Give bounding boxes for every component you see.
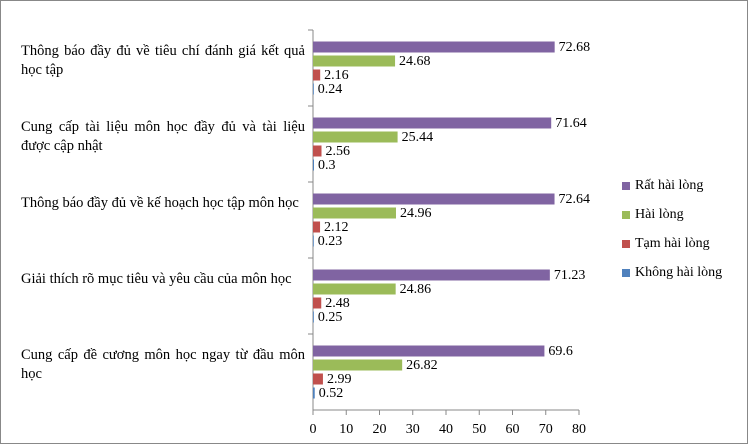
data-label: 69.6 <box>548 344 573 359</box>
data-label: 0.52 <box>319 386 344 401</box>
x-tick-label: 0 <box>310 422 317 437</box>
category-label: Thông báo đầy đủ về kế hoạch học tập môn… <box>21 195 299 211</box>
bar <box>313 373 323 385</box>
data-label: 0.3 <box>318 158 336 173</box>
legend-label: Không hài lòng <box>635 265 722 280</box>
category-label: Thông báo đầy đủ về tiêu chí đánh giá kế… <box>21 43 305 78</box>
data-label: 0.25 <box>318 310 343 325</box>
bar <box>313 83 314 95</box>
bar <box>313 55 396 67</box>
legend-swatch <box>622 240 630 248</box>
data-label: 24.96 <box>400 206 432 221</box>
x-tick-label: 20 <box>373 422 387 437</box>
bar <box>313 159 314 171</box>
data-label: 71.23 <box>554 268 586 283</box>
legend-swatch <box>622 269 630 277</box>
bar <box>313 145 322 157</box>
category-label: Cung cấp tài liệu môn học đầy đủ và tài … <box>21 119 305 154</box>
x-tick-label: 60 <box>506 422 520 437</box>
x-tick-label: 40 <box>439 422 453 437</box>
bar <box>313 359 403 371</box>
x-tick-label: 70 <box>539 422 553 437</box>
bar <box>313 131 398 143</box>
bar <box>313 69 321 81</box>
data-label: 0.24 <box>318 82 343 97</box>
data-label: 72.64 <box>559 192 591 207</box>
data-label: 26.82 <box>406 358 438 373</box>
legend-label: Tạm hài lòng <box>635 236 710 251</box>
data-label: 2.12 <box>324 220 349 235</box>
bar <box>313 221 321 233</box>
bar <box>313 235 314 247</box>
bar <box>313 117 552 129</box>
data-label: 2.16 <box>324 68 349 83</box>
data-label: 24.86 <box>400 282 432 297</box>
bar <box>313 387 315 399</box>
category-label: Cung cấp đề cương môn học ngay từ đầu mô… <box>21 347 305 382</box>
x-tick-label: 80 <box>572 422 586 437</box>
data-label: 24.68 <box>399 54 431 69</box>
x-tick-label: 30 <box>406 422 420 437</box>
legend-label: Rất hài lòng <box>635 178 703 193</box>
data-label: 25.44 <box>402 130 434 145</box>
data-label: 71.64 <box>555 116 587 131</box>
legend-swatch <box>622 182 630 190</box>
data-label: 2.99 <box>327 372 352 387</box>
data-label: 2.56 <box>326 144 351 159</box>
data-label: 72.68 <box>559 40 591 55</box>
bar <box>313 269 550 281</box>
bar <box>313 41 555 53</box>
bar <box>313 283 396 295</box>
bar <box>313 193 555 205</box>
x-tick-label: 50 <box>472 422 486 437</box>
bar <box>313 297 322 309</box>
x-tick-label: 10 <box>339 422 353 437</box>
data-label: 0.23 <box>318 234 343 249</box>
category-label: Giải thích rõ mục tiêu và yêu cầu của mô… <box>21 271 292 287</box>
legend-swatch <box>622 211 630 219</box>
bar <box>313 345 545 357</box>
data-label: 2.48 <box>325 296 350 311</box>
legend-label: Hài lòng <box>635 207 684 222</box>
bar <box>313 207 396 219</box>
bar <box>313 311 314 323</box>
